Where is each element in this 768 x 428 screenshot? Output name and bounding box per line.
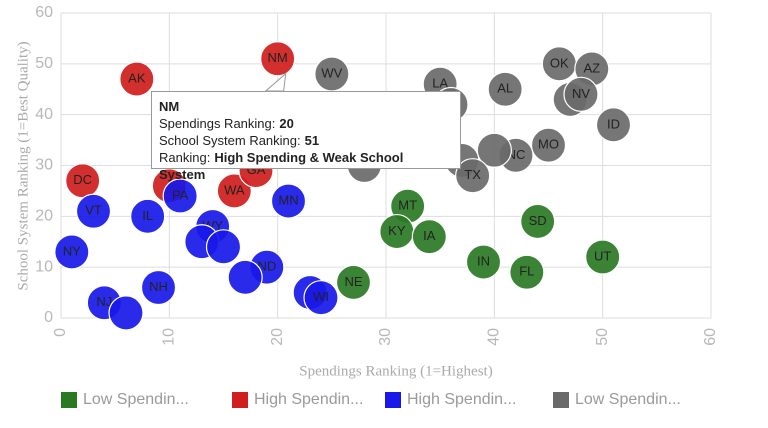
bubble-label: ND (257, 259, 276, 274)
bubble (227, 259, 263, 295)
bubble-label: MT (398, 198, 417, 213)
bubble-label: DC (73, 172, 92, 187)
tooltip-key: Spendings Ranking: (159, 116, 276, 131)
bubble-label: NV (572, 86, 590, 101)
bubble-label: AZ (584, 60, 601, 75)
bubble (130, 198, 166, 234)
bubble (520, 203, 556, 240)
bubble (530, 127, 567, 163)
bubble-label: WV (321, 65, 342, 80)
tooltip-pointer (264, 72, 287, 92)
bubble (411, 219, 447, 255)
bubble-label: MN (278, 193, 298, 208)
bubble-label: VT (85, 203, 102, 218)
bubble (455, 158, 491, 194)
bubble (108, 295, 144, 331)
y-tick-label: 10 (35, 258, 53, 275)
y-tick-label: 30 (35, 157, 53, 174)
legend-swatch[interactable] (385, 392, 401, 408)
x-tick-label: 20 (269, 328, 286, 346)
bubble-label: MO (538, 137, 559, 152)
bubble (563, 76, 599, 112)
bubble (585, 239, 621, 275)
legend: Low Spendin... High Spendin... High Spendi… (61, 391, 681, 408)
x-tick-label: 0 (52, 328, 69, 337)
x-axis-title: Spendings Ranking (1=Highest) (299, 363, 492, 379)
bubble-label: TX (464, 167, 481, 182)
tooltip-value: 20 (279, 116, 294, 131)
bubble (270, 183, 307, 219)
tooltip-value: High Spending & Weak School System (159, 150, 404, 182)
tooltip-key: Ranking: (159, 150, 211, 165)
bubble (54, 234, 90, 270)
bubble-label: OK (550, 55, 569, 70)
bubble-label: NH (149, 279, 168, 294)
bubble-label: AK (128, 71, 146, 86)
x-tick-label: 50 (594, 328, 611, 346)
tooltip: NM Spendings Ranking: 20 School System Ra… (151, 91, 461, 182)
legend-label[interactable]: Low Spendin... (575, 391, 681, 408)
bubble-label: WI (313, 289, 329, 304)
bubble (216, 173, 252, 209)
y-tick-label: 20 (35, 208, 53, 225)
y-tick-label: 0 (44, 309, 53, 326)
bubble-label: IA (423, 228, 436, 243)
bubble (75, 193, 112, 229)
bubble-label: UT (594, 248, 611, 263)
x-tick-label: 30 (377, 328, 394, 346)
bubble-label: ID (607, 116, 620, 131)
bubble (140, 269, 177, 306)
tooltip-title: NM (159, 99, 180, 114)
legend-swatch[interactable] (553, 392, 569, 408)
tooltip-value: 51 (304, 133, 320, 148)
bubble (119, 61, 155, 97)
legend-label[interactable]: High Spendin... (407, 391, 516, 408)
bubble-label: PA (172, 187, 189, 202)
bubble-label: WA (224, 182, 245, 197)
bubble-label: KY (388, 223, 406, 238)
bubble-label: LA (432, 76, 448, 91)
bubble (205, 229, 242, 265)
legend-label[interactable]: Low Spendin... (83, 391, 189, 408)
legend-label[interactable]: High Spendin... (254, 391, 363, 408)
bubble-label: SD (529, 213, 547, 228)
bubble-label: NJ (96, 294, 112, 309)
bubble-label: IL (142, 208, 153, 223)
x-tick-label: 40 (486, 328, 503, 346)
bubble-label: NY (63, 243, 81, 258)
bubble (260, 41, 296, 77)
bubble-label: IN (477, 254, 490, 269)
bubble (335, 264, 372, 301)
bubble (162, 178, 198, 214)
series: MT KY IA IN FL SD UT NE (335, 188, 621, 301)
bubble-label: NE (344, 274, 362, 289)
bubble-label: AL (497, 81, 513, 96)
bubble (509, 254, 545, 290)
tooltip-key: School System Ranking: (159, 133, 301, 148)
bubble (595, 107, 632, 143)
bubble-label: FL (519, 264, 534, 279)
y-tick-label: 40 (35, 106, 53, 123)
bubble (303, 280, 339, 316)
legend-swatch[interactable] (61, 392, 77, 408)
bubble (476, 132, 512, 168)
y-tick-label: 60 (35, 4, 53, 21)
bubble (465, 244, 502, 280)
y-tick-label: 50 (35, 55, 53, 72)
x-tick-label: 60 (702, 328, 719, 346)
y-axis-title: School System Ranking (1=Best Quality) (15, 41, 31, 290)
legend-swatch[interactable] (232, 392, 248, 408)
x-tick-label: 10 (161, 328, 178, 346)
bubble (487, 71, 523, 107)
bubble-label: NM (268, 50, 288, 65)
